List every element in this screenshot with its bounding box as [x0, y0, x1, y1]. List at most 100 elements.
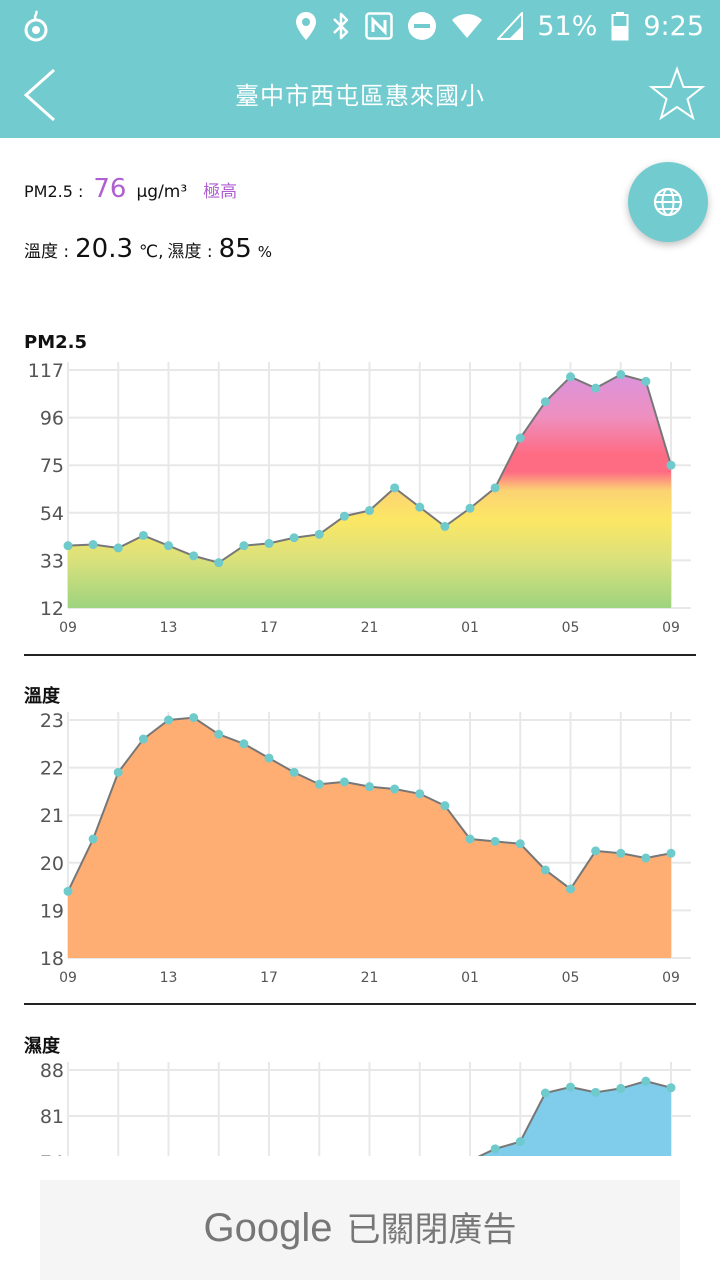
pm25-level: 極高 [203, 182, 238, 202]
data-point [641, 853, 651, 863]
data-point [666, 848, 676, 858]
data-point [88, 540, 98, 550]
y-tick-label: 22 [40, 758, 64, 780]
data-point [616, 370, 626, 380]
data-point [264, 538, 274, 548]
pm25-reading: PM2.5 : 76 μg/m³ 極高 [24, 174, 237, 204]
data-point [591, 383, 601, 393]
y-tick-label: 18 [40, 948, 64, 970]
wifi-icon [452, 14, 483, 38]
data-point [289, 533, 299, 543]
data-point [339, 511, 349, 521]
chart-title: 溫度 [24, 686, 60, 707]
data-point [214, 729, 224, 739]
humidity-chart: 濕度 88 81 74 [0, 1030, 720, 1156]
data-point [365, 506, 374, 516]
data-point [540, 397, 550, 407]
data-point [390, 483, 400, 493]
y-tick-label: 19 [40, 900, 64, 922]
x-tick-label: 13 [160, 970, 178, 986]
location-icon [296, 12, 317, 40]
y-tick-label: 81 [40, 1106, 64, 1128]
back-icon[interactable] [18, 66, 62, 124]
humidity-value: 85 [218, 234, 252, 264]
data-point [138, 530, 148, 540]
data-point [616, 1083, 626, 1093]
y-tick-label: 88 [40, 1060, 64, 1082]
y-tick-label: 96 [40, 408, 64, 430]
data-point [616, 848, 626, 858]
data-point [264, 753, 274, 763]
x-tick-label: 17 [260, 970, 278, 986]
data-point [641, 1076, 651, 1086]
chart-title: PM2.5 [24, 332, 87, 353]
data-point [566, 884, 575, 894]
y-tick-label: 117 [28, 360, 64, 382]
data-point [566, 1082, 575, 1092]
data-point [239, 541, 249, 551]
ad-message: Google 已關閉廣告 [40, 1202, 680, 1251]
do-not-disturb-icon [408, 12, 437, 40]
ad-banner[interactable]: Google 已關閉廣告 [40, 1180, 680, 1280]
data-point [666, 460, 676, 470]
star-icon[interactable] [648, 66, 706, 124]
pm25-unit: μg/m³ [136, 182, 188, 202]
bluetooth-icon [333, 12, 349, 40]
y-tick-label: 12 [40, 598, 64, 620]
data-point [465, 503, 475, 513]
data-point [515, 839, 525, 849]
data-point [515, 1137, 525, 1147]
data-point [490, 483, 500, 493]
data-point [566, 372, 575, 382]
data-point [540, 1088, 550, 1098]
temperature-unit: ℃, [139, 242, 164, 262]
data-point [339, 777, 349, 787]
battery-percent: 51% [537, 10, 598, 42]
humidity-chart-plot: 88 81 74 [40, 1060, 691, 1156]
x-tick-label: 05 [562, 970, 580, 986]
temperature-humidity-reading: 溫度 : 20.3 ℃, 濕度 : 85 % [24, 234, 272, 264]
y-tick-label: 74 [40, 1152, 64, 1156]
data-point [641, 376, 651, 386]
data-point [164, 715, 173, 725]
pm25-label: PM2.5 : [24, 182, 84, 201]
series-area [68, 717, 671, 958]
status-bar: 51% 9:25 [0, 0, 720, 52]
y-tick-label: 23 [40, 710, 64, 732]
data-point [314, 529, 324, 539]
data-point [490, 1144, 500, 1154]
data-point [214, 558, 224, 568]
x-tick-label: 05 [562, 620, 580, 636]
temperature-label: 溫度 : [24, 242, 70, 262]
divider [24, 654, 696, 656]
map-fab-button[interactable] [628, 162, 708, 242]
data-point [189, 713, 199, 723]
globe-icon [653, 187, 683, 217]
x-tick-label: 13 [160, 620, 178, 636]
ad-closed-text: 已關閉廣告 [346, 1210, 517, 1250]
data-point [415, 789, 425, 799]
data-point [465, 834, 475, 844]
pm25-chart: PM2.5 117 96 75 54 33 12 09 13 17 21 01 05 09 [0, 330, 720, 640]
data-point [666, 1083, 676, 1093]
data-point [540, 865, 550, 875]
clock: 9:25 [643, 10, 704, 42]
data-point [515, 433, 525, 443]
x-tick-label: 21 [361, 620, 379, 636]
y-tick-label: 20 [40, 853, 64, 875]
data-point [63, 886, 73, 896]
y-tick-label: 54 [40, 503, 64, 525]
google-logo: Google [203, 1206, 333, 1250]
data-point [88, 834, 98, 844]
data-point [189, 551, 199, 561]
divider [24, 1003, 696, 1005]
data-point [591, 846, 601, 856]
data-point [289, 767, 299, 777]
x-tick-label: 17 [260, 620, 278, 636]
data-point [239, 739, 249, 749]
data-point [138, 734, 148, 744]
x-tick-label: 09 [59, 970, 77, 986]
data-point [440, 801, 450, 811]
series-area [479, 1081, 671, 1156]
